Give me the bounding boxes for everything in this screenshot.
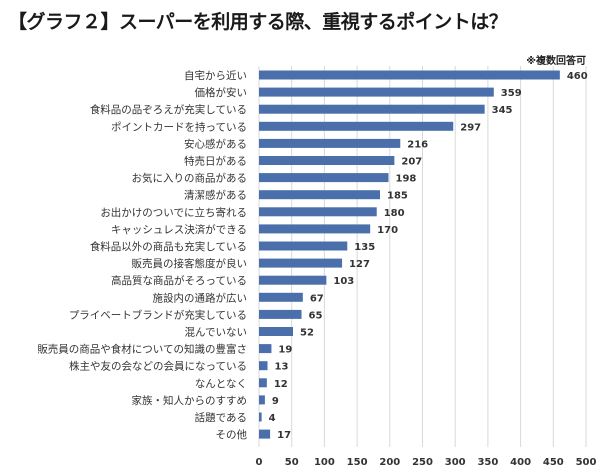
bar bbox=[259, 70, 560, 80]
value-label: 65 bbox=[309, 310, 323, 321]
x-tick-label: 350 bbox=[477, 457, 498, 468]
category-label: 特売日がある bbox=[184, 155, 247, 168]
category-label: 販売員の接客態度が良い bbox=[132, 257, 248, 270]
value-label: 9 bbox=[272, 396, 279, 407]
bar bbox=[259, 309, 302, 319]
x-tick-label: 500 bbox=[576, 457, 597, 468]
x-tick-label: 50 bbox=[285, 457, 299, 468]
bar bbox=[259, 344, 272, 354]
category-label: 株主や友の会などの会員になっている bbox=[69, 360, 247, 373]
value-label: 170 bbox=[377, 225, 398, 236]
value-label: 185 bbox=[387, 191, 408, 202]
category-label: 話題である bbox=[195, 411, 247, 424]
category-label: 自宅から近い bbox=[184, 69, 247, 82]
category-labels: 自宅から近い価格が安い食料品の品ぞろえが充実しているポイントカードを持っている安… bbox=[37, 69, 247, 441]
category-label: 混んでいない bbox=[185, 327, 247, 339]
value-label: 67 bbox=[310, 293, 324, 304]
bar bbox=[259, 224, 371, 234]
x-tick-label: 100 bbox=[314, 457, 335, 468]
category-label: お出かけのついでに立ち寄れる bbox=[100, 206, 247, 219]
category-label: ポイントカードを持っている bbox=[111, 120, 247, 133]
value-label: 460 bbox=[567, 71, 588, 82]
value-label: 19 bbox=[278, 345, 292, 356]
x-tick-label: 0 bbox=[256, 457, 263, 468]
bar bbox=[259, 361, 268, 371]
value-label: 297 bbox=[460, 122, 481, 133]
value-label: 180 bbox=[384, 208, 405, 219]
bars bbox=[259, 70, 560, 439]
bar bbox=[259, 156, 395, 165]
category-label: なんとなく bbox=[195, 378, 247, 390]
value-label: 52 bbox=[300, 328, 314, 339]
value-label: 216 bbox=[407, 139, 428, 150]
category-label: 食料品以外の商品も充実している bbox=[90, 240, 247, 253]
x-tick-label: 250 bbox=[412, 457, 433, 468]
category-label: キャッシュレス決済ができる bbox=[111, 223, 247, 236]
bar bbox=[259, 292, 303, 302]
x-axis: 0 50 100 150 200 250 300 350 400 450 500 bbox=[256, 457, 597, 468]
category-label: 家族・知人からのすすめ bbox=[132, 394, 248, 407]
value-label: 345 bbox=[492, 105, 513, 116]
category-label: 価格が安い bbox=[195, 86, 248, 99]
bar bbox=[259, 173, 389, 183]
value-label: 359 bbox=[501, 88, 522, 99]
category-label: 食料品の品ぞろえが充実している bbox=[90, 103, 247, 116]
value-label: 13 bbox=[275, 362, 289, 373]
value-label: 207 bbox=[401, 157, 422, 168]
bar bbox=[259, 190, 380, 200]
value-label: 12 bbox=[274, 379, 288, 390]
bar bbox=[259, 327, 294, 336]
category-label: 施設内の通路が広い bbox=[153, 291, 248, 304]
bar bbox=[259, 395, 265, 405]
chart-title: 【グラフ２】スーパーを利用する際、重視するポイントは？ bbox=[8, 11, 508, 33]
bar bbox=[259, 104, 485, 114]
category-label: お気に入りの商品がある bbox=[132, 172, 248, 185]
x-tick-label: 450 bbox=[543, 457, 564, 468]
x-tick-label: 400 bbox=[510, 457, 531, 468]
category-label: 安心感がある bbox=[184, 137, 247, 150]
value-label: 198 bbox=[395, 174, 416, 185]
bar bbox=[259, 207, 377, 217]
x-tick-label: 150 bbox=[347, 457, 368, 468]
x-tick-label: 200 bbox=[379, 457, 400, 468]
category-label: プライベートブランドが充実している bbox=[69, 308, 247, 321]
chart-note: ※複数回答可 bbox=[526, 56, 586, 67]
value-label: 135 bbox=[354, 242, 375, 253]
category-label: 高品質な商品がそろっている bbox=[111, 274, 247, 287]
value-label: 4 bbox=[269, 413, 276, 424]
category-label: 販売員の商品や食材についての知識の豊富さ bbox=[37, 343, 247, 356]
value-label: 17 bbox=[277, 430, 291, 441]
bar bbox=[259, 412, 262, 422]
bar bbox=[259, 275, 327, 285]
value-label: 103 bbox=[333, 276, 354, 287]
category-label: その他 bbox=[216, 428, 248, 441]
bar bbox=[259, 429, 271, 439]
bar bbox=[259, 87, 494, 97]
value-label: 127 bbox=[349, 259, 370, 270]
bar bbox=[259, 138, 401, 148]
bar bbox=[259, 241, 348, 251]
x-tick-label: 300 bbox=[445, 457, 466, 468]
bar bbox=[259, 258, 343, 268]
category-label: 清潔感がある bbox=[184, 189, 247, 202]
bar bbox=[259, 378, 267, 388]
bar bbox=[259, 121, 454, 131]
